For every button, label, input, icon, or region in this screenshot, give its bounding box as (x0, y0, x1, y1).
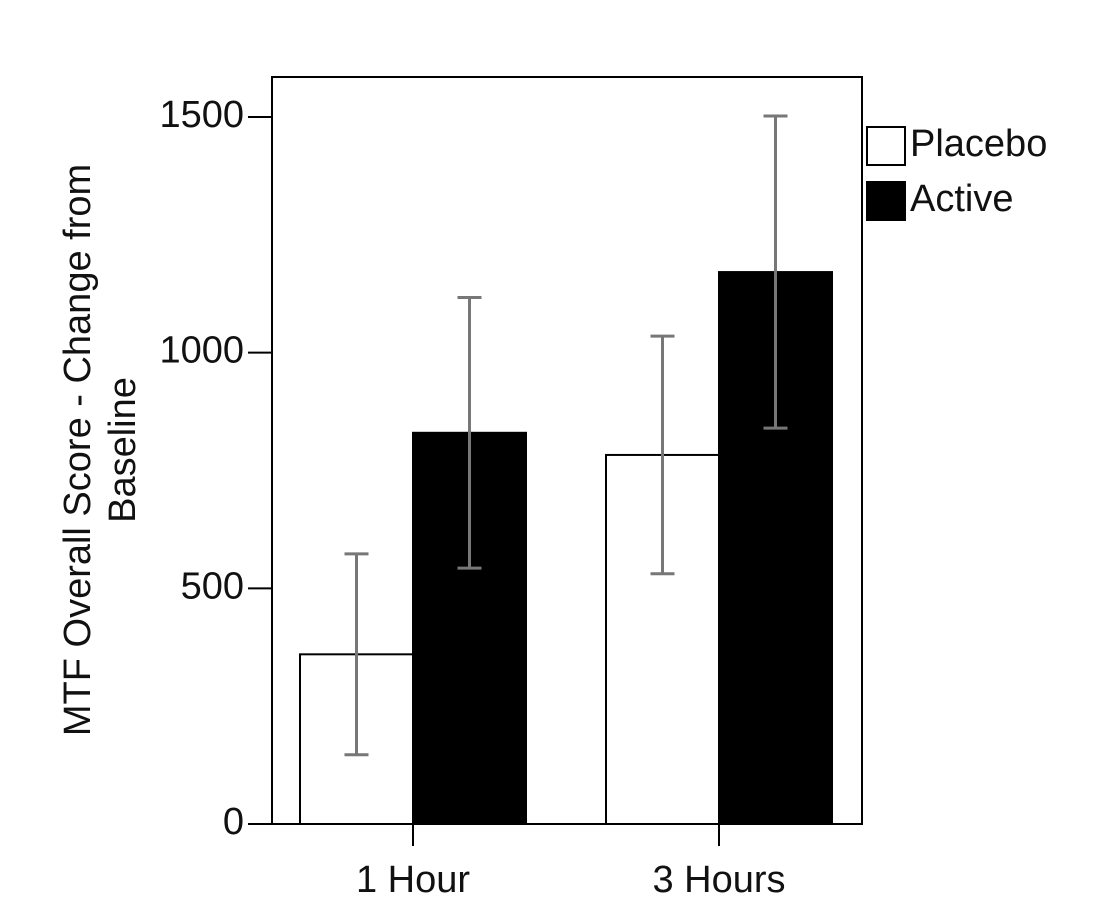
x-tick-label: 1 Hour (356, 859, 470, 901)
plot-frame (271, 76, 863, 825)
legend-label: Placebo (910, 123, 1047, 165)
error-bar (763, 114, 788, 430)
y-tick-label: 500 (181, 565, 244, 607)
y-tick-label: 1500 (159, 94, 244, 136)
error-bar (650, 334, 675, 576)
error-bar (344, 552, 369, 757)
y-tick-label: 1000 (159, 330, 244, 372)
legend-label: Active (910, 178, 1013, 220)
y-axis-label: MTF Overall Score - Change from (57, 164, 99, 736)
x-tick-label: 3 Hours (652, 859, 785, 901)
y-axis-label: Baseline (102, 377, 144, 523)
error-bar (457, 296, 482, 570)
y-tick-label: 0 (223, 801, 244, 843)
legend-swatch (866, 126, 906, 166)
legend-swatch (866, 181, 906, 221)
